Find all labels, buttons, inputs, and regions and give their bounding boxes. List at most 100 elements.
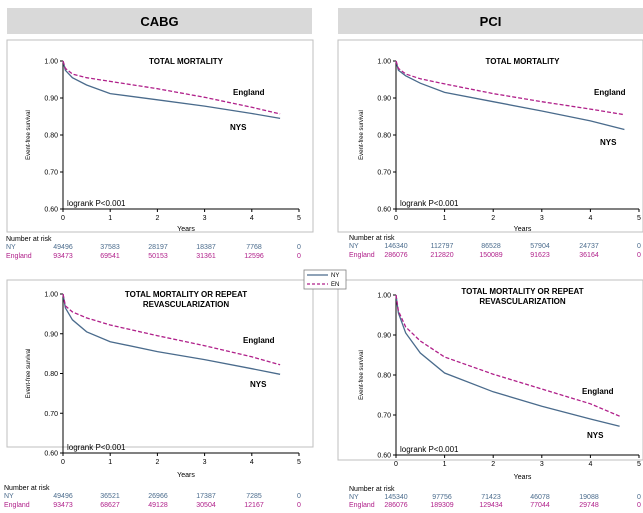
y-tick-label: 1.00 [44, 59, 58, 66]
risk-value: 46078 [530, 494, 550, 501]
risk-value: 93473 [53, 253, 73, 260]
legend-ny-label: NY [331, 273, 339, 279]
chart-panel-3: 0.60 0.70 0.80 0.90 1.00 0 1 2 3 4 5 Event-free sur… [4, 279, 314, 509]
legend: NY EN [303, 269, 347, 290]
risk-row-label: NY [349, 243, 359, 250]
risk-value: 7285 [246, 493, 262, 500]
risk-value: 12596 [244, 253, 264, 260]
y-tick-label: 0.90 [377, 96, 391, 103]
ny-survival-line [62, 293, 281, 375]
pci-header: PCI [338, 8, 643, 34]
number-at-risk-header: Number at risk [349, 486, 395, 493]
y-tick-label: 0.60 [44, 207, 58, 214]
x-tick-label: 0 [61, 459, 65, 466]
y-tick-label: 0.80 [377, 133, 391, 140]
x-tick-label: 3 [203, 459, 207, 466]
x-tick-label: 5 [297, 459, 301, 466]
risk-value: 129434 [479, 502, 502, 509]
logrank-annotation: logrank P<0.001 [400, 445, 459, 454]
legend-frame [303, 269, 347, 290]
nys-line-label: NYS [600, 138, 617, 147]
england-survival-line [395, 294, 620, 417]
ny-survival-line [395, 60, 625, 131]
panel-frame [6, 279, 314, 448]
risk-value: 49128 [148, 502, 168, 509]
risk-value: 49496 [53, 493, 73, 500]
risk-value: 19088 [579, 494, 599, 501]
risk-value: 29748 [579, 502, 599, 509]
risk-value: 91623 [530, 252, 550, 259]
risk-value: 12167 [244, 502, 264, 509]
risk-row-label: England [4, 502, 30, 509]
england-survival-line [62, 60, 281, 115]
chart-subtitle: REVASCULARIZATION [479, 297, 566, 306]
x-tick-label: 0 [394, 215, 398, 222]
y-tick-label: 0.70 [44, 411, 58, 418]
risk-row-label: England [349, 502, 375, 509]
cabg-header: CABG [7, 8, 312, 34]
y-tick-label: 0.70 [377, 413, 391, 420]
risk-value: 86528 [481, 243, 501, 250]
risk-row-label: NY [6, 244, 16, 251]
chart-title: TOTAL MORTALITY OR REPEAT [461, 287, 583, 296]
y-axis-label: Event-free survival [26, 110, 32, 160]
risk-value: 93473 [53, 502, 73, 509]
x-axis-label: Years [514, 474, 532, 481]
risk-value: 24737 [579, 243, 599, 250]
y-tick-label: 0.70 [44, 170, 58, 177]
x-tick-label: 4 [250, 215, 254, 222]
x-tick-label: 4 [588, 215, 592, 222]
y-axis-label: Event-free survival [359, 350, 365, 400]
nys-line-label: NYS [587, 431, 604, 440]
number-at-risk-header: Number at risk [349, 235, 395, 242]
risk-value: 49496 [53, 244, 73, 251]
y-tick-label: 0.60 [44, 451, 58, 458]
risk-value: 17387 [196, 493, 216, 500]
risk-value: 50153 [148, 253, 168, 260]
risk-value: 68627 [100, 502, 120, 509]
risk-value: 28197 [148, 244, 168, 251]
panel-frame [337, 279, 643, 461]
nys-line-label: NYS [250, 380, 267, 389]
x-tick-label: 3 [540, 215, 544, 222]
risk-row-label: NY [4, 493, 14, 500]
y-tick-label: 0.90 [377, 333, 391, 340]
england-line-label: England [582, 387, 614, 396]
number-at-risk-header: Number at risk [4, 485, 50, 492]
y-tick-label: 0.80 [44, 371, 58, 378]
ny-survival-line [395, 294, 620, 427]
y-tick-label: 0.70 [377, 170, 391, 177]
england-survival-line [62, 293, 281, 366]
y-tick-label: 0.90 [44, 96, 58, 103]
risk-value: 145340 [384, 494, 407, 501]
x-tick-label: 2 [491, 461, 495, 468]
x-axis-label: Years [514, 226, 532, 233]
risk-value: 146340 [384, 243, 407, 250]
risk-row-label: England [6, 253, 32, 260]
x-tick-label: 3 [540, 461, 544, 468]
england-line-label: England [233, 88, 265, 97]
ny-survival-line [62, 60, 281, 120]
risk-value: 30504 [196, 502, 216, 509]
risk-value: 286076 [384, 502, 407, 509]
risk-row-label: NY [349, 494, 359, 501]
chart-title: TOTAL MORTALITY [149, 57, 224, 66]
risk-value: 0 [637, 252, 641, 259]
x-tick-label: 0 [61, 215, 65, 222]
risk-value: 69541 [100, 253, 120, 260]
y-tick-label: 1.00 [377, 293, 391, 300]
x-tick-label: 0 [394, 461, 398, 468]
panel-frame [337, 39, 643, 233]
x-tick-label: 4 [588, 461, 592, 468]
england-line-label: England [594, 88, 626, 97]
legend-en-label: EN [331, 282, 339, 288]
risk-value: 150089 [479, 252, 502, 259]
x-tick-label: 2 [491, 215, 495, 222]
x-tick-label: 4 [250, 459, 254, 466]
nys-line-label: NYS [230, 123, 247, 132]
chart-panel-2: 0.60 0.70 0.80 0.90 1.00 0 1 2 3 4 5 Event-free sur… [337, 39, 643, 259]
chart-panel-1: 0.60 0.70 0.80 0.90 1.00 0 1 2 3 4 5 Event-free sur… [6, 39, 314, 260]
risk-value: 0 [637, 494, 641, 501]
risk-value: 36521 [100, 493, 120, 500]
